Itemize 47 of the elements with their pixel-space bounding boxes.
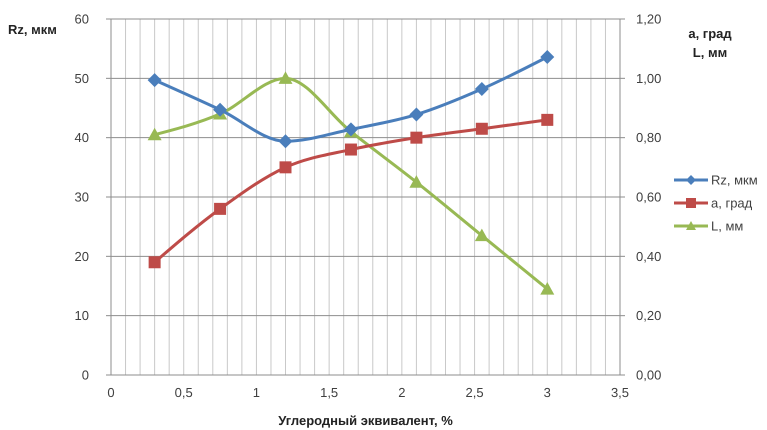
- point: [148, 128, 162, 140]
- x-tick-label: 2,5: [466, 385, 484, 400]
- y-tick-label: 30: [74, 190, 89, 205]
- point: [541, 114, 554, 126]
- y-tick-label: 20: [74, 248, 89, 264]
- x-tick-label: 0: [107, 385, 115, 400]
- point: [148, 73, 162, 88]
- y2-tick-label: 1,00: [636, 70, 662, 86]
- point: [409, 175, 424, 188]
- point: [280, 161, 292, 174]
- legend-label: а, град: [711, 196, 753, 211]
- point: [148, 256, 161, 268]
- point: [476, 122, 488, 135]
- point: [213, 102, 228, 117]
- legend-label: L, мм: [711, 218, 744, 234]
- point: [344, 122, 358, 136]
- x-tick-label: 1: [252, 385, 260, 400]
- y-tick-label: 40: [74, 130, 89, 146]
- y2-tick-label: 1,20: [636, 12, 662, 27]
- point: [344, 144, 357, 156]
- x-tick-label: 3: [544, 385, 551, 400]
- point: [474, 228, 489, 242]
- y2-tick-label: 0,20: [636, 308, 662, 324]
- y2-tick-label: 0,80: [636, 130, 662, 146]
- point: [278, 134, 293, 148]
- legend-label: Rz, мкм: [711, 172, 758, 188]
- point: [410, 132, 422, 144]
- y-tick-label: 50: [74, 70, 89, 86]
- y-axis-title: Rz, мкм: [8, 22, 57, 37]
- x-tick-label: 1,5: [320, 385, 338, 400]
- y-tick-label: 10: [74, 308, 89, 324]
- y-tick-label: 60: [74, 12, 89, 27]
- point: [278, 71, 293, 84]
- y-tick-label: 0: [82, 368, 89, 383]
- y2-axis-title: а, град L, мм: [688, 26, 732, 60]
- point: [540, 50, 554, 64]
- y2-tick-label: 0,40: [636, 248, 662, 264]
- point: [474, 82, 489, 96]
- point: [540, 282, 554, 295]
- x-axis-title: Углеродный эквивалент, %: [278, 413, 454, 428]
- point: [214, 202, 226, 215]
- y2-tick-label: 0,60: [636, 190, 662, 205]
- x-tick-label: 3,5: [610, 385, 630, 400]
- x-tick-label: 0,5: [174, 385, 193, 400]
- x-tick-label: 2: [398, 385, 406, 400]
- y2-tick-label: 0,00: [636, 368, 662, 383]
- point: [409, 108, 424, 122]
